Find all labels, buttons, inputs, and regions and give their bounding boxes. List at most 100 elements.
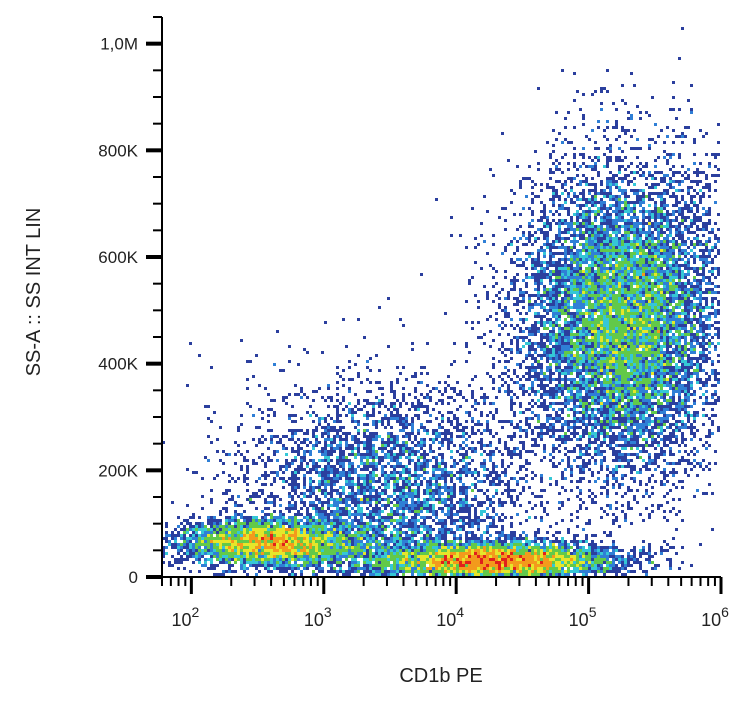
density-dot (681, 327, 684, 330)
density-dot (660, 387, 663, 390)
density-dot (324, 459, 327, 462)
density-dot (261, 543, 264, 546)
density-dot (420, 462, 423, 465)
density-dot (411, 495, 414, 498)
density-dot (663, 261, 666, 264)
density-dot (639, 561, 642, 564)
density-dot (360, 381, 363, 384)
density-dot (558, 309, 561, 312)
density-dot (675, 351, 678, 354)
density-dot (288, 522, 291, 525)
density-dot (534, 351, 537, 354)
density-dot (648, 147, 651, 150)
density-dot (366, 441, 369, 444)
density-dot (561, 477, 564, 480)
density-dot (414, 462, 417, 465)
density-dot (405, 480, 408, 483)
density-dot (633, 246, 636, 249)
density-dot (654, 336, 657, 339)
density-dot (567, 276, 570, 279)
density-dot (324, 546, 327, 549)
density-dot (228, 474, 231, 477)
density-dot (507, 489, 510, 492)
density-dot (387, 486, 390, 489)
density-dot (561, 387, 564, 390)
density-dot (657, 324, 660, 327)
density-dot (597, 213, 600, 216)
density-dot (465, 546, 468, 549)
density-dot (564, 378, 567, 381)
density-dot (522, 177, 525, 180)
density-dot (657, 363, 660, 366)
density-dot (645, 195, 648, 198)
density-dot (468, 546, 471, 549)
density-dot (288, 543, 291, 546)
density-dot (711, 291, 714, 294)
density-dot (690, 108, 693, 111)
density-dot (267, 546, 270, 549)
density-dot (261, 528, 264, 531)
density-dot (660, 384, 663, 387)
density-dot (681, 213, 684, 216)
density-dot (684, 471, 687, 474)
density-dot (303, 543, 306, 546)
density-dot (486, 297, 489, 300)
density-dot (204, 549, 207, 552)
density-dot (369, 483, 372, 486)
density-dot (294, 525, 297, 528)
density-dot (630, 315, 633, 318)
density-dot (330, 552, 333, 555)
density-dot (417, 501, 420, 504)
density-dot (663, 249, 666, 252)
density-dot (237, 528, 240, 531)
density-dot (558, 339, 561, 342)
density-dot (624, 444, 627, 447)
density-dot (423, 429, 426, 432)
density-dot (531, 264, 534, 267)
density-dot (705, 300, 708, 303)
density-dot (471, 426, 474, 429)
density-dot (594, 420, 597, 423)
density-dot (546, 357, 549, 360)
density-dot (216, 531, 219, 534)
density-dot (636, 378, 639, 381)
density-dot (183, 531, 186, 534)
density-dot (588, 237, 591, 240)
density-dot (570, 270, 573, 273)
density-dot (594, 363, 597, 366)
density-dot (564, 570, 567, 573)
density-dot (420, 444, 423, 447)
density-dot (432, 558, 435, 561)
density-dot (603, 402, 606, 405)
density-dot (345, 531, 348, 534)
density-dot (702, 381, 705, 384)
density-dot (456, 564, 459, 567)
density-dot (567, 357, 570, 360)
density-dot (654, 207, 657, 210)
density-dot (675, 390, 678, 393)
density-dot (576, 273, 579, 276)
density-dot (582, 555, 585, 558)
density-dot (363, 444, 366, 447)
density-dot (591, 366, 594, 369)
density-dot (576, 546, 579, 549)
density-dot (639, 315, 642, 318)
density-dot (324, 447, 327, 450)
density-dot (651, 198, 654, 201)
density-dot (576, 363, 579, 366)
density-dot (702, 393, 705, 396)
density-dot (678, 201, 681, 204)
density-dot (618, 483, 621, 486)
density-dot (390, 570, 393, 573)
density-dot (327, 546, 330, 549)
density-dot (441, 552, 444, 555)
density-dot (606, 231, 609, 234)
density-dot (543, 540, 546, 543)
density-dot (555, 363, 558, 366)
density-dot (483, 552, 486, 555)
density-dot (570, 555, 573, 558)
density-dot (540, 369, 543, 372)
density-dot (627, 396, 630, 399)
density-dot (390, 513, 393, 516)
density-dot (462, 561, 465, 564)
